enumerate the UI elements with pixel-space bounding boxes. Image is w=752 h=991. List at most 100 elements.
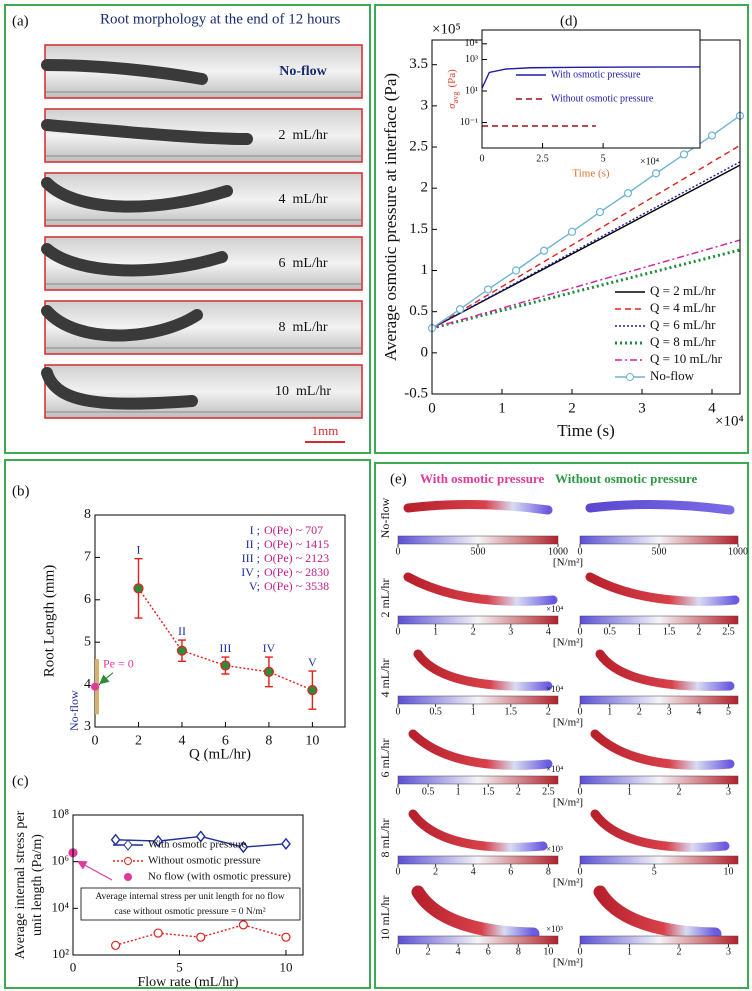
x-tick-label: 5 <box>601 153 606 164</box>
y-axis-label: Average internal stress per <box>13 810 28 959</box>
root <box>41 119 253 145</box>
row-label: 2 mL/hr <box>279 128 328 143</box>
root-stress-map <box>408 809 548 852</box>
point-label: V <box>308 655 317 669</box>
colorbar <box>579 775 739 785</box>
x-tick-label: 6 <box>222 733 229 748</box>
row-label: 8 mL/hr <box>279 320 328 335</box>
legend-label: Without osmotic pressure <box>551 93 654 104</box>
x-axis-label: Flow rate (mL/hr) <box>137 975 238 990</box>
y-tick-label: 0 <box>421 344 429 360</box>
row-label: 4 mL/hr <box>279 192 328 207</box>
column-header: Without osmotic pressure <box>555 471 698 486</box>
root-stress-map <box>590 729 735 770</box>
colorbar-tick-label: 2 <box>426 946 431 957</box>
colorbar <box>397 935 559 945</box>
root <box>41 305 203 342</box>
y-multiplier: ×10⁵ <box>432 21 461 37</box>
y-axis-subscript: avg <box>451 91 460 103</box>
colorbar-tick-label: 10 <box>543 946 553 957</box>
marker <box>539 246 549 255</box>
no-flow-marker <box>91 682 99 691</box>
root-stress-map <box>403 572 558 606</box>
colorbar-tick-label: 1.5 <box>482 786 495 797</box>
root <box>41 59 208 85</box>
arrow <box>76 860 113 881</box>
y-tick-label: 3 <box>421 97 429 113</box>
annotation: Pe = 0 <box>103 656 134 670</box>
colorbar <box>579 695 739 705</box>
y-tick-label: 6 <box>84 592 91 607</box>
colorbar-tick-label: 6 <box>508 866 513 877</box>
colorbar-tick-label: 2 <box>637 706 642 717</box>
colorbar-tick-label: 2 <box>516 786 521 797</box>
colorbar-tick-label: 2 <box>696 626 701 637</box>
regime-label: IV ; <box>241 565 260 579</box>
marker <box>281 837 291 850</box>
row-label: 10 mL/hr <box>275 384 331 399</box>
colorbar-tick-label: 0 <box>578 626 583 637</box>
point-label: II <box>178 624 186 638</box>
legend-marker <box>124 873 132 881</box>
colorbar-tick-label: 4 <box>471 866 476 877</box>
colorbar-tick-label: 1000 <box>548 546 568 557</box>
series-line <box>431 239 741 329</box>
marker <box>651 169 661 178</box>
marker <box>195 830 206 843</box>
legend-label: Q = 2 mL/hr <box>650 283 716 298</box>
point-label: IV <box>263 641 276 655</box>
arrow <box>99 672 114 685</box>
y-axis-label: σavg (Pa) <box>446 69 460 109</box>
colorbar-tick-label: 6 <box>486 946 491 957</box>
legend-label: Q = 10 mL/hr <box>650 351 723 366</box>
point-label: I <box>136 542 140 556</box>
peclet-label: O(Pe) ~ 2830 <box>264 565 329 579</box>
colorbar-tick-label: 1 <box>607 706 612 717</box>
peclet-label: O(Pe) ~ 707 <box>264 523 323 537</box>
marker <box>153 834 164 848</box>
colorbar-multiplier: ×10⁴ <box>546 604 563 614</box>
column-header: With osmotic pressure <box>420 471 544 486</box>
panel-label: (a) <box>12 13 29 29</box>
x-tick-label: 8 <box>265 733 272 748</box>
marker <box>281 932 291 942</box>
point-label: III <box>219 641 231 655</box>
unit: [N/m²] <box>553 717 583 729</box>
note: case without osmotic pressure = 0 N/m² <box>114 907 265 917</box>
root-image <box>44 108 363 163</box>
colorbar-tick-label: 5 <box>652 866 657 877</box>
x-tick-label: 4 <box>178 733 185 748</box>
colorbar-tick-label: 0 <box>578 946 583 957</box>
x-tick-label: 0 <box>480 153 485 164</box>
marker <box>511 266 521 275</box>
marker <box>623 189 633 198</box>
colorbar-multiplier: ×10³ <box>546 844 563 854</box>
root <box>41 243 228 277</box>
colorbar-tick-label: 0.5 <box>429 706 442 717</box>
row-label: 4 mL/hr <box>378 659 392 698</box>
y-tick-label: 10² <box>52 946 69 961</box>
legend-label: Without osmotic pressure <box>148 855 261 867</box>
x-multiplier: ×10⁴ <box>715 413 744 429</box>
panel-title: Root morphology at the end of 12 hours <box>100 11 341 27</box>
root-stress-map <box>403 499 553 515</box>
x-tick-label: 1 <box>498 400 506 416</box>
colorbar-tick-label: 3 <box>508 626 513 637</box>
inset-background <box>482 30 700 148</box>
marker <box>238 920 248 930</box>
colorbar-tick-label: 4 <box>546 626 551 637</box>
colorbar-tick-label: 1 <box>627 786 632 797</box>
marker <box>176 645 188 656</box>
marker <box>110 940 121 950</box>
colorbar-tick-label: 0 <box>578 546 583 557</box>
x-tick-label: 2 <box>135 733 142 748</box>
root-stress-map <box>585 572 740 606</box>
marker <box>133 583 144 594</box>
colorbar-tick-label: 1 <box>627 946 632 957</box>
marker <box>110 833 121 846</box>
series-line <box>137 587 313 691</box>
regime-label: II ; <box>246 537 260 551</box>
y-tick-label: 5 <box>84 634 91 649</box>
series-line <box>431 115 741 329</box>
x-tick-label: 10 <box>279 959 292 974</box>
